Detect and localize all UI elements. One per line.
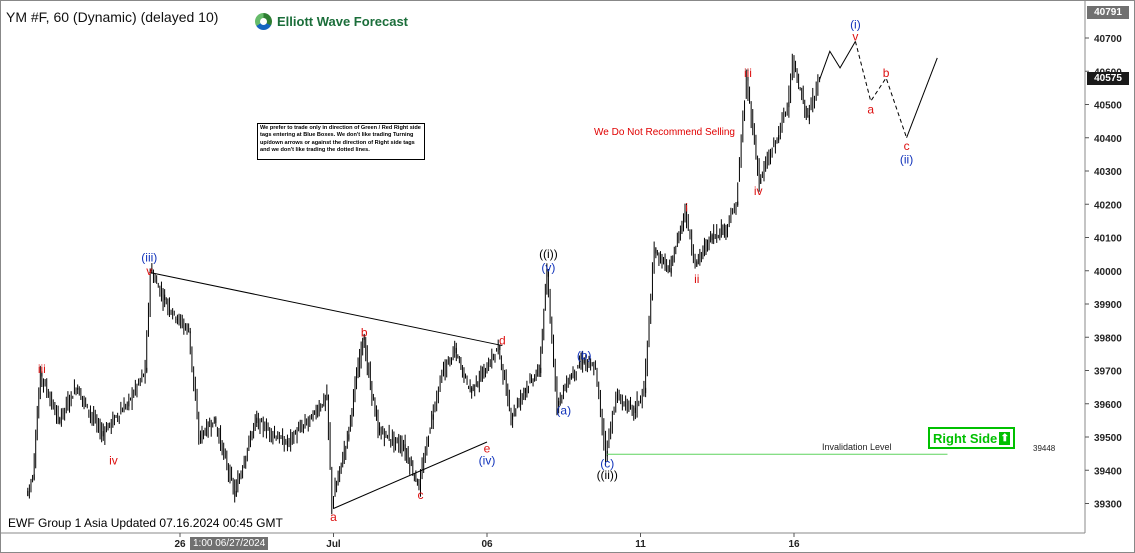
price-tick-label: 39500 bbox=[1094, 433, 1122, 444]
price-tick-label: 40400 bbox=[1094, 134, 1122, 145]
projection-wave-v bbox=[819, 41, 856, 80]
time-tick-label: 11 bbox=[635, 539, 646, 550]
wave-label: (iii) bbox=[141, 250, 157, 264]
price-tick-label: 40000 bbox=[1094, 267, 1122, 278]
price-tick-label: 39300 bbox=[1094, 500, 1122, 511]
wave-label: b bbox=[361, 325, 368, 339]
wave-label: (a) bbox=[556, 403, 571, 417]
crosshair-date-label: 1:00 06/27/2024 bbox=[190, 537, 269, 550]
price-tick-label: 39400 bbox=[1094, 466, 1122, 477]
wave-label: iv bbox=[754, 184, 763, 198]
wave-label: e bbox=[484, 442, 491, 456]
candles-group bbox=[27, 53, 821, 515]
price-tick-label: 40500 bbox=[1094, 101, 1122, 112]
right-side-label: Right Side bbox=[933, 430, 998, 446]
ewf-logo: Elliott Wave Forecast bbox=[255, 10, 408, 32]
chart-title: YM #F, 60 (Dynamic) (delayed 10) bbox=[6, 9, 219, 25]
right-side-tag: Right Side ⬆ bbox=[928, 427, 1016, 449]
wave-label: iii bbox=[744, 66, 752, 80]
wave-label: c bbox=[904, 139, 910, 153]
logo-text: Elliott Wave Forecast bbox=[277, 13, 408, 29]
wave-label: (c) bbox=[600, 457, 614, 471]
no-sell-note: We Do Not Recommend Selling bbox=[594, 127, 735, 138]
wave-label: v bbox=[852, 29, 858, 43]
triangle-trendline bbox=[149, 271, 503, 347]
wave-label: (iv) bbox=[479, 453, 496, 467]
projection-rally bbox=[906, 57, 938, 138]
wave-label: ii bbox=[694, 272, 699, 286]
invalidation-value: 39448 bbox=[1033, 444, 1056, 453]
wave-label: d bbox=[499, 334, 506, 348]
wave-label: (v) bbox=[541, 260, 555, 274]
current-price-label: 40575 bbox=[1087, 72, 1129, 85]
ewf-logo-icon bbox=[255, 12, 272, 30]
wave-label: (i) bbox=[850, 18, 861, 32]
triangle-trendline bbox=[333, 441, 488, 509]
wave-label: a bbox=[867, 102, 874, 116]
time-tick-label: 16 bbox=[788, 539, 800, 550]
wave-label: (b) bbox=[577, 349, 592, 363]
price-tick-label: 39600 bbox=[1094, 400, 1122, 411]
wave-label: iii bbox=[38, 362, 46, 376]
price-tick-label: 39700 bbox=[1094, 367, 1122, 378]
invalidation-label: Invalidation Level bbox=[822, 442, 892, 452]
wave-label: ((ii)) bbox=[597, 468, 618, 482]
update-footer: EWF Group 1 Asia Updated 07.16.2024 00:4… bbox=[8, 516, 283, 530]
price-high-label: 40791 bbox=[1087, 6, 1129, 19]
arrow-up-icon: ⬆ bbox=[999, 431, 1011, 445]
price-tick-label: 39900 bbox=[1094, 300, 1122, 311]
wave-label: c bbox=[417, 488, 423, 502]
wave-label: v bbox=[146, 264, 152, 278]
price-tick-label: 39800 bbox=[1094, 333, 1122, 344]
price-tick-label: 40700 bbox=[1094, 34, 1122, 45]
wave-label: b bbox=[883, 66, 890, 80]
disclaimer-box: We prefer to trade only in direction of … bbox=[257, 123, 425, 160]
wave-label: ((i)) bbox=[539, 247, 558, 261]
wave-label: i bbox=[685, 201, 688, 215]
time-tick-label: 26 bbox=[174, 539, 186, 550]
wave-label: a bbox=[330, 510, 337, 524]
time-tick-label: 06 bbox=[481, 539, 493, 550]
wave-label: iv bbox=[109, 453, 118, 467]
time-tick-label: Jul bbox=[326, 539, 341, 550]
projection-correction-abc bbox=[854, 41, 908, 138]
price-tick-label: 40300 bbox=[1094, 167, 1122, 178]
price-tick-label: 40200 bbox=[1094, 200, 1122, 211]
wave-label: (ii) bbox=[900, 152, 913, 166]
price-tick-label: 40100 bbox=[1094, 234, 1122, 245]
